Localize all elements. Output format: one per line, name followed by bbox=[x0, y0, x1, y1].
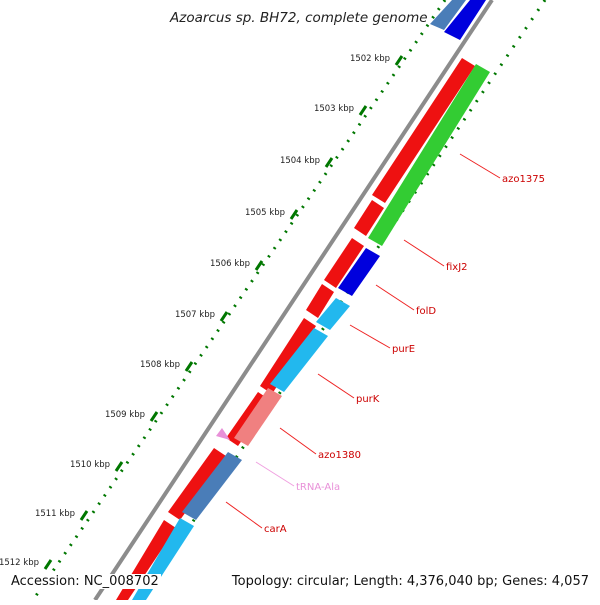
forward-strand-genes bbox=[116, 58, 475, 600]
gene-forward-4[interactable] bbox=[306, 284, 334, 318]
callout-layer: azo1375 fixJ2 folD purE purK azo1380 tRNA-Ala c… bbox=[225, 153, 545, 535]
tick-mark bbox=[219, 311, 229, 322]
tick-mark bbox=[358, 105, 368, 116]
tick-label: 1504 kbp bbox=[280, 156, 320, 166]
genome-title: Azoarcus sp. BH72, complete genome bbox=[170, 10, 428, 26]
gene-callout-line bbox=[459, 153, 501, 179]
tick-mark bbox=[324, 157, 334, 168]
trna-ala-marker[interactable] bbox=[216, 428, 230, 440]
gene-purE-block[interactable] bbox=[270, 328, 328, 392]
gene-folD-block[interactable] bbox=[316, 298, 350, 330]
tick-mark bbox=[254, 260, 264, 271]
gene-label-trna-ala[interactable]: tRNA-Ala bbox=[296, 482, 340, 493]
tick-mark bbox=[43, 559, 53, 570]
gene-callout-line bbox=[349, 324, 391, 349]
tick-layer: 1502 kbp 1503 kbp 1504 kbp 1505 kbp 1506 kbp… bbox=[0, 54, 404, 570]
tick-mark bbox=[184, 361, 194, 372]
gene-forward-1[interactable] bbox=[372, 58, 475, 203]
gene-label-azo1375[interactable]: azo1375 bbox=[502, 174, 545, 185]
tick-mark bbox=[149, 411, 159, 422]
genome-summary: Topology: circular; Length: 4,376,040 bp… bbox=[229, 574, 591, 589]
tick-label: 1511 kbp bbox=[35, 509, 75, 519]
gene-top-steel[interactable] bbox=[430, 0, 466, 30]
gene-callout-line bbox=[317, 373, 355, 399]
reverse-strand-genes bbox=[132, 0, 490, 600]
gene-forward-3[interactable] bbox=[324, 238, 364, 288]
gene-purK-block[interactable] bbox=[234, 388, 282, 446]
outer-dot-track bbox=[31, 0, 447, 601]
accession-label: Accession: NC_008702 bbox=[9, 574, 161, 589]
gene-top-blue[interactable] bbox=[444, 0, 486, 40]
tick-mark bbox=[79, 510, 89, 521]
gene-forward-2[interactable] bbox=[354, 200, 384, 236]
tick-label: 1503 kbp bbox=[314, 104, 354, 114]
tick-label: 1505 kbp bbox=[245, 208, 285, 218]
gene-forward-7[interactable] bbox=[168, 448, 226, 520]
tick-label: 1502 kbp bbox=[350, 54, 390, 64]
gene-label-cara[interactable]: carA bbox=[264, 524, 287, 535]
gene-callout-line bbox=[255, 461, 295, 487]
tick-mark bbox=[289, 209, 299, 220]
gene-azo1380-block[interactable] bbox=[182, 452, 242, 520]
tick-label: 1507 kbp bbox=[175, 310, 215, 320]
gene-forward-5[interactable] bbox=[260, 318, 316, 394]
tick-label: 1508 kbp bbox=[140, 360, 180, 370]
genome-title-text: Azoarcus sp. BH72, complete genome bbox=[170, 10, 428, 26]
gene-callout-line bbox=[225, 501, 263, 529]
tick-label: 1510 kbp bbox=[70, 460, 110, 470]
gene-label-fixj2[interactable]: fixJ2 bbox=[446, 262, 468, 273]
tick-label: 1512 kbp bbox=[0, 558, 39, 568]
tick-mark bbox=[394, 55, 404, 66]
gene-label-fold[interactable]: folD bbox=[416, 306, 436, 317]
gene-fixJ2-block[interactable] bbox=[338, 248, 380, 296]
gene-callout-line bbox=[279, 427, 317, 455]
tick-label: 1506 kbp bbox=[210, 259, 250, 269]
gene-label-purk[interactable]: purK bbox=[356, 394, 380, 405]
gene-callout-line bbox=[375, 284, 415, 311]
tick-mark bbox=[114, 461, 124, 472]
gene-label-pure[interactable]: purE bbox=[392, 344, 415, 355]
tick-label: 1509 kbp bbox=[105, 410, 145, 420]
gene-callout-line bbox=[403, 239, 445, 267]
gene-label-azo1380[interactable]: azo1380 bbox=[318, 450, 361, 461]
backbone-line bbox=[93, 0, 494, 602]
gene-azo1375-block[interactable] bbox=[368, 64, 490, 246]
